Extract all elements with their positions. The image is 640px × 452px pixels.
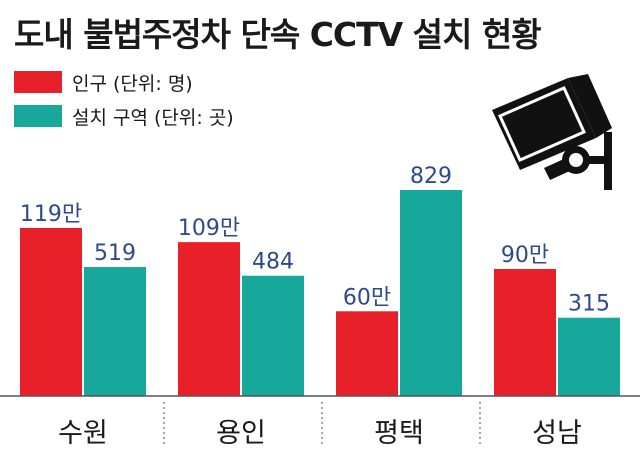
x-tick-label-1: 수원 bbox=[58, 418, 108, 449]
bar-population-1 bbox=[20, 228, 82, 396]
bar-population-3 bbox=[336, 311, 398, 396]
legend-item-population: 인구 (단위: 명) bbox=[14, 70, 234, 95]
value-label-population-4: 90만 bbox=[501, 243, 549, 268]
bar-installations-4 bbox=[558, 317, 620, 396]
value-label-installations-2: 484 bbox=[252, 250, 294, 275]
value-label-installations-4: 315 bbox=[568, 292, 610, 317]
x-tick-label-3: 평택 bbox=[374, 418, 424, 449]
legend-swatch-population bbox=[14, 71, 62, 93]
x-tick-label-4: 성남 bbox=[532, 418, 582, 449]
value-label-population-2: 109만 bbox=[178, 216, 240, 241]
value-label-population-3: 60만 bbox=[343, 285, 391, 310]
legend-label-installations: 설치 구역 (단위: 곳) bbox=[72, 106, 234, 129]
bar-installations-1 bbox=[84, 267, 146, 396]
bar-installations-3 bbox=[400, 190, 462, 396]
legend-label-population: 인구 (단위: 명) bbox=[72, 72, 193, 95]
cctv-camera-icon bbox=[492, 74, 612, 190]
value-label-installations-1: 519 bbox=[94, 241, 136, 266]
legend-item-installations: 설치 구역 (단위: 곳) bbox=[14, 104, 234, 129]
chart-title: 도내 불법주정차 단속 CCTV 설치 현황 bbox=[14, 15, 542, 54]
bar-population-4 bbox=[494, 268, 556, 396]
value-label-population-1: 119만 bbox=[20, 202, 82, 227]
bar-population-2 bbox=[178, 242, 240, 396]
legend-swatch-installations bbox=[14, 105, 62, 127]
legend: 인구 (단위: 명) 설치 구역 (단위: 곳) bbox=[14, 70, 234, 138]
x-tick-label-2: 용인 bbox=[216, 418, 266, 449]
bar-installations-2 bbox=[242, 275, 304, 396]
value-label-installations-3: 829 bbox=[410, 164, 452, 189]
